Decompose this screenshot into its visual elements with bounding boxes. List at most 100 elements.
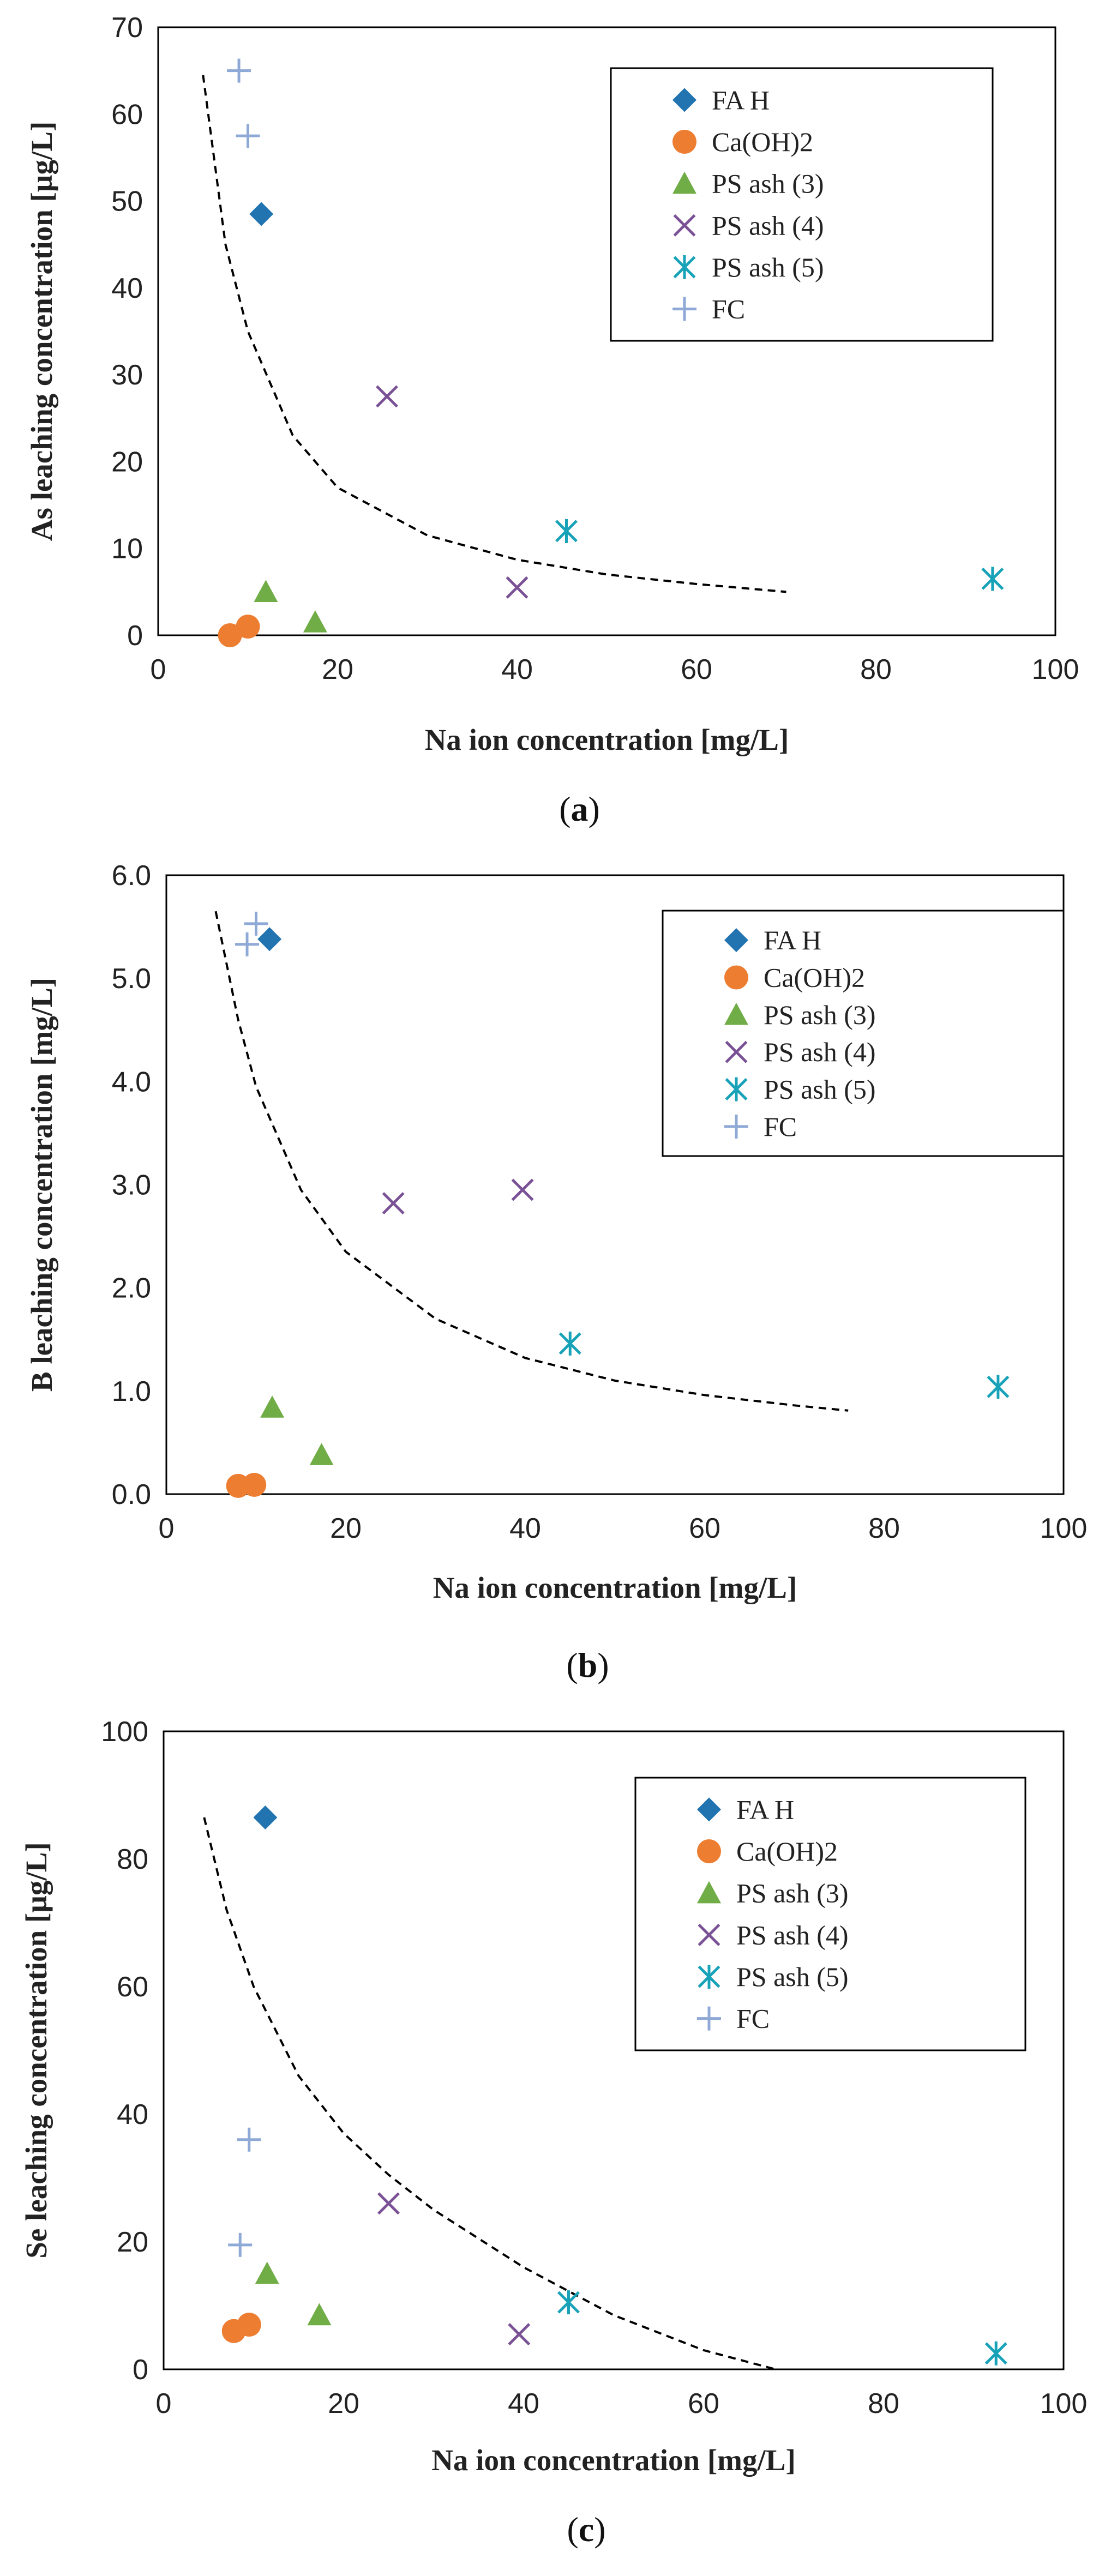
data-point-ps-ash-4 bbox=[508, 2323, 531, 2346]
data-point-fa-h bbox=[257, 927, 282, 952]
panel-caption: (a) bbox=[559, 790, 600, 828]
legend-entry-label: PS ash (5) bbox=[764, 1074, 876, 1105]
data-point-ca-oh-2 bbox=[218, 623, 242, 647]
panel-caption: (b) bbox=[566, 1646, 609, 1684]
y-axis-title: As leaching concentration [µg/L] bbox=[25, 122, 58, 541]
x-tick-label: 40 bbox=[508, 2388, 539, 2419]
legend-entry-label: PS ash (4) bbox=[736, 1919, 849, 1950]
legend-box bbox=[610, 67, 994, 342]
caption-letter: c bbox=[579, 2510, 594, 2549]
data-point-ca-oh-2 bbox=[237, 2313, 261, 2337]
y-tick-label: 0 bbox=[133, 2354, 148, 2386]
y-tick-label: 5.0 bbox=[112, 963, 151, 995]
x-axis-title: Na ion concentration [mg/L] bbox=[431, 2443, 796, 2477]
legend-marker bbox=[697, 1797, 721, 1822]
y-tick-label: 50 bbox=[111, 186, 143, 218]
data-point-ps-ash-4 bbox=[377, 2192, 400, 2215]
chart-panel-c: 0 20 40 60 80 100 0 20 40 60 80 100 Na ion concentra… bbox=[20, 1716, 1087, 2549]
data-point-ca-oh-2 bbox=[242, 1472, 267, 1497]
chart-panel-b: 0 20 40 60 80 100 0.0 1.0 2.0 3.0 4.0 5.0 6.0 Na ion … bbox=[25, 860, 1087, 1684]
x-tick-label: 100 bbox=[1040, 1513, 1088, 1544]
y-tick-label: 6.0 bbox=[112, 860, 151, 892]
legend-entry-label: PS ash (4) bbox=[764, 1037, 876, 1067]
y-tick-label: 4.0 bbox=[112, 1066, 151, 1098]
x-tick-label: 20 bbox=[330, 1513, 362, 1544]
legend-entry-label: FA H bbox=[736, 1794, 794, 1825]
caption-open-paren: ( bbox=[566, 1646, 578, 1684]
y-tick-label: 3.0 bbox=[112, 1170, 151, 1201]
caption-close-paren: ) bbox=[594, 2510, 605, 2549]
legend-entry-label: FC bbox=[712, 294, 745, 324]
y-tick-label: 80 bbox=[117, 1844, 148, 1875]
x-axis-title: Na ion concentration [mg/L] bbox=[425, 723, 789, 756]
x-tick-label: 40 bbox=[509, 1513, 541, 1544]
x-tick-label: 80 bbox=[860, 654, 892, 685]
legend-entry-label: FA H bbox=[764, 925, 821, 955]
x-tick-label: 0 bbox=[159, 1513, 175, 1544]
panel-caption: (c) bbox=[567, 2510, 605, 2549]
y-tick-label: 0 bbox=[127, 620, 143, 652]
legend-entry-label: FC bbox=[764, 1111, 797, 1142]
data-point-fc bbox=[235, 932, 260, 956]
data-point-ps-ash-4 bbox=[376, 385, 398, 408]
data-point-ps-ash-4 bbox=[506, 576, 529, 599]
plot-area-frame bbox=[165, 874, 1065, 1495]
data-point-ps-ash-3 bbox=[309, 1443, 334, 1465]
y-tick-label: 1.0 bbox=[112, 1376, 151, 1407]
legend-entry-label: FA H bbox=[712, 85, 770, 115]
x-tick-label: 60 bbox=[689, 1513, 720, 1544]
legend-entry-label: PS ash (4) bbox=[712, 210, 824, 240]
legend-entry-label: PS ash (5) bbox=[736, 1961, 849, 1992]
y-tick-label: 20 bbox=[117, 2226, 148, 2258]
legend-entry-label: PS ash (5) bbox=[712, 252, 824, 282]
y-tick-label: 40 bbox=[111, 273, 143, 304]
legend-entry-label: FC bbox=[736, 2003, 770, 2034]
trend-line bbox=[203, 1817, 776, 2370]
data-point-fc bbox=[236, 124, 260, 148]
y-tick-label: 40 bbox=[117, 2099, 148, 2130]
data-point-fc bbox=[227, 58, 251, 83]
legend-entry-label: Ca(OH)2 bbox=[712, 127, 813, 157]
data-point-ca-oh-2 bbox=[236, 615, 260, 639]
legend-marker bbox=[724, 1114, 748, 1139]
data-point-fc bbox=[237, 2127, 261, 2152]
legend-box bbox=[634, 1777, 1026, 2051]
data-point-ps-ash-5 bbox=[981, 567, 1004, 591]
legend-marker bbox=[725, 1077, 748, 1102]
data-point-fa-h bbox=[253, 1805, 278, 1829]
x-tick-label: 60 bbox=[681, 654, 712, 685]
legend-marker bbox=[698, 1965, 720, 1989]
chart-panel-a: 0 20 40 60 80 100 0 10 20 30 40 50 60 70 Na ion concen… bbox=[25, 12, 1079, 828]
legend-marker bbox=[672, 88, 696, 112]
legend-entry-label: PS ash (3) bbox=[736, 1878, 849, 1909]
y-axis-title: Se leaching concentration [µg/L] bbox=[20, 1842, 53, 2258]
data-point-ps-ash-5 bbox=[555, 519, 578, 543]
x-tick-label: 0 bbox=[156, 2388, 172, 2419]
y-axis-title: B leaching concentration [mg/L] bbox=[25, 978, 58, 1392]
legend-box bbox=[662, 910, 1065, 1157]
y-tick-label: 100 bbox=[101, 1716, 148, 1748]
x-axis-title: Na ion concentration [mg/L] bbox=[433, 1571, 797, 1604]
data-point-ps-ash-3 bbox=[307, 2303, 332, 2326]
caption-open-paren: ( bbox=[559, 790, 570, 828]
data-point-ps-ash-5 bbox=[558, 1331, 581, 1356]
plot-area-frame bbox=[163, 1730, 1065, 2370]
legend: FA H Ca(OH)2 PS ash (3) PS ash (4) PS ash (5… bbox=[634, 1777, 1026, 2051]
data-point-fc bbox=[228, 2232, 253, 2257]
data-point-fc bbox=[244, 911, 268, 936]
y-tick-label: 0.0 bbox=[112, 1479, 151, 1510]
caption-letter: a bbox=[571, 790, 588, 828]
legend-marker bbox=[724, 965, 748, 990]
x-tick-label: 0 bbox=[151, 654, 166, 685]
legend-marker bbox=[697, 1839, 721, 1863]
data-point-ps-ash-3 bbox=[254, 580, 278, 603]
legend: FA H Ca(OH)2 PS ash (3) PS ash (4) PS ash (5… bbox=[662, 910, 1065, 1157]
y-tick-label: 70 bbox=[111, 12, 143, 44]
legend: FA H Ca(OH)2 PS ash (3) PS ash (4) PS ash (5… bbox=[610, 67, 994, 342]
plot-area-frame bbox=[157, 26, 1056, 636]
legend-marker bbox=[672, 130, 696, 154]
legend-marker bbox=[673, 255, 696, 279]
caption-close-paren: ) bbox=[597, 1646, 609, 1684]
legend-marker bbox=[673, 214, 696, 237]
